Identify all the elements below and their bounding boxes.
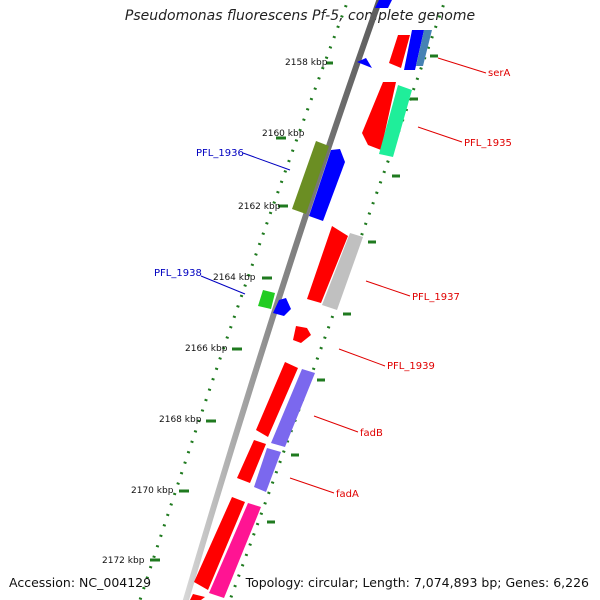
topology-value: circular; (308, 575, 359, 590)
gene-label-PFL_1935[interactable]: PFL_1935 (464, 138, 512, 149)
genome-stats: Topology: circular; Length: 7,074,893 bp… (246, 575, 589, 590)
length-value: 7,074,893 bp; (413, 575, 502, 590)
gene-feature[interactable] (273, 298, 291, 316)
gene-label-PFL_1938[interactable]: PFL_1938 (154, 268, 202, 279)
gene-feature[interactable] (209, 503, 261, 598)
map-title: Pseudomonas fluorescens Pf-5, complete g… (124, 8, 476, 24)
gene-label-fadA[interactable]: fadA (336, 489, 359, 500)
topology-label: Topology: (245, 575, 305, 590)
gene-feature[interactable] (309, 149, 345, 221)
scale-label: 2162 kbp (238, 202, 281, 212)
gene-feature[interactable] (404, 30, 424, 70)
gene-feature[interactable] (271, 369, 315, 447)
genes-label: Genes: (505, 575, 550, 590)
length-label: Length: (362, 575, 410, 590)
genes-value: 6,226 (553, 575, 589, 590)
gene-feature[interactable] (322, 233, 363, 310)
gene-label-PFL_1937[interactable]: PFL_1937 (412, 292, 460, 303)
scale-label: 2158 kbp (285, 58, 328, 68)
gene-feature[interactable] (258, 290, 275, 309)
scale-label: 2172 kbp (102, 556, 145, 566)
gene-feature[interactable] (357, 58, 372, 68)
label-leaders (200, 57, 487, 494)
gene-feature[interactable] (362, 82, 396, 150)
gene-feature[interactable] (389, 35, 410, 68)
accession-info: Accession: NC_004129 (9, 575, 151, 590)
gene-feature[interactable] (190, 594, 205, 600)
accession-value: NC_004129 (79, 575, 152, 590)
scale-label: 2170 kbp (131, 486, 174, 496)
gene-label-PFL_1936[interactable]: PFL_1936 (196, 148, 244, 159)
gene-feature[interactable] (416, 30, 432, 66)
scale-labels: 2158 kbp 2160 kbp 2162 kbp 2164 kbp 2166… (102, 58, 328, 566)
forward-strand-features[interactable] (190, 0, 432, 600)
gene-labels: serA PFL_1935 PFL_1936 PFL_1937 PFL_1938… (154, 68, 512, 500)
scale-label: 2166 kbp (185, 344, 228, 354)
scale-ticks (150, 54, 438, 562)
gene-feature[interactable] (256, 362, 298, 437)
scale-label: 2164 kbp (213, 273, 256, 283)
genome-backbone (182, 0, 383, 600)
gene-label-fadB[interactable]: fadB (360, 428, 383, 439)
gene-label-PFL_1939[interactable]: PFL_1939 (387, 361, 435, 372)
gene-feature[interactable] (237, 440, 266, 483)
gene-feature[interactable] (307, 226, 348, 303)
scale-label: 2168 kbp (159, 415, 202, 425)
gene-label-serA[interactable]: serA (488, 68, 510, 79)
scale-label: 2160 kbp (262, 129, 305, 139)
gene-feature[interactable] (293, 326, 311, 343)
gene-feature[interactable] (194, 497, 245, 590)
gene-feature[interactable] (375, 0, 392, 8)
gene-feature[interactable] (254, 448, 281, 492)
gene-feature[interactable] (292, 141, 329, 214)
accession-label: Accession: (9, 575, 76, 590)
gene-feature[interactable] (379, 85, 412, 157)
